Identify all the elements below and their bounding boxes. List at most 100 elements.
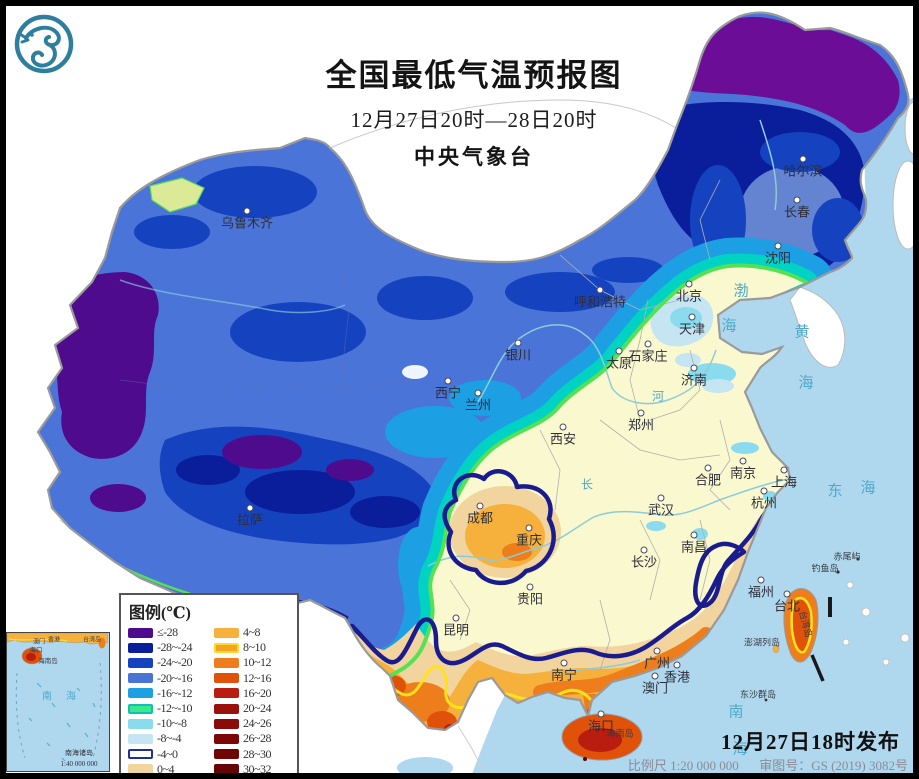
city-label: 澳门 xyxy=(641,680,669,696)
legend-label: 26~28 xyxy=(243,731,272,746)
city-marker xyxy=(760,487,768,495)
city-marker xyxy=(640,546,648,554)
city-marker xyxy=(514,339,522,347)
city-label: 呼和浩特 xyxy=(573,294,627,310)
legend-item: -8~-4 xyxy=(128,731,214,746)
inset-label: 海口 xyxy=(29,647,43,654)
inset-label: 台湾岛 xyxy=(82,637,102,644)
legend-item: 0~4 xyxy=(128,762,214,777)
city-label: 海口 xyxy=(587,718,615,734)
city-label: 太原 xyxy=(605,355,633,371)
legend-label: 20~24 xyxy=(243,701,272,716)
legend-swatch xyxy=(128,749,153,760)
city-label: 银川 xyxy=(504,347,532,363)
city-label: 成都 xyxy=(466,510,494,526)
legend-label: 28~30 xyxy=(243,746,272,761)
city-label: 长春 xyxy=(783,204,811,220)
legend-label: -12~-10 xyxy=(157,701,192,716)
scale-label: 比例尺 1:20 000 000 xyxy=(627,758,739,773)
legend-item: -28~-24 xyxy=(128,640,214,655)
sea-label: 海 xyxy=(732,741,748,758)
legend-swatch xyxy=(128,642,153,653)
legend-swatch xyxy=(128,718,153,729)
city-marker xyxy=(690,364,698,372)
legend-swatch xyxy=(214,657,239,668)
city-label: 天津 xyxy=(678,321,706,337)
legend-swatch xyxy=(214,749,239,760)
map-header: 全国最低气温预报图 12月27日20时—28日20时 中央气象台 xyxy=(278,50,670,171)
legend-item: 26~28 xyxy=(214,731,294,746)
city-label: 杭州 xyxy=(750,495,778,511)
city-label: 北京 xyxy=(675,288,703,304)
city-marker xyxy=(525,524,533,532)
legend-swatch xyxy=(128,703,153,714)
legend-item: 12~16 xyxy=(214,671,294,686)
legend-label: -16~-12 xyxy=(157,685,192,700)
inset-label: 澳门 xyxy=(32,639,46,646)
sea-label: 海 xyxy=(860,480,876,497)
legend-items: ≤-28 -28~-24 -24~-20 -20~-16 -16~-12 -12~-10-… xyxy=(128,625,297,777)
legend-swatch xyxy=(128,688,153,699)
legend-item: -4~0 xyxy=(128,747,214,762)
legend-item: 24~26 xyxy=(214,716,294,731)
city-marker xyxy=(444,377,452,385)
city-label: 哈尔滨 xyxy=(783,163,823,179)
city-marker xyxy=(783,590,791,598)
legend-swatch xyxy=(214,627,239,638)
legend-label: 0~4 xyxy=(157,761,175,776)
legend-label: 4~8 xyxy=(243,625,261,640)
city-label: 西安 xyxy=(549,431,577,447)
city-label: 长沙 xyxy=(630,554,658,570)
legend-label: -10~-8 xyxy=(157,716,187,731)
island-label: 澎湖列岛 xyxy=(743,637,781,648)
city-label: 重庆 xyxy=(515,532,543,548)
legend-title: 图例(℃) xyxy=(129,605,191,622)
city-label: 郑州 xyxy=(627,417,655,433)
city-marker xyxy=(615,347,623,355)
legend-item: 16~20 xyxy=(214,686,294,701)
legend-item: -24~-20 xyxy=(128,655,214,670)
hainan-island xyxy=(561,713,643,761)
city-label: 武汉 xyxy=(647,502,675,518)
china-border xyxy=(36,11,910,732)
legend-item: 28~30 xyxy=(214,747,294,762)
city-marker xyxy=(685,280,693,288)
city-marker xyxy=(704,464,712,472)
legend-swatch xyxy=(128,673,153,684)
legend-label: 8~10 xyxy=(243,640,266,655)
legend-swatch xyxy=(128,627,153,638)
map-number-label: 审图号：GS (2019) 3082号 xyxy=(759,758,908,773)
city-label: 合肥 xyxy=(694,472,722,488)
legend-item: ≤-28 xyxy=(128,625,214,640)
city-label: 西宁 xyxy=(434,385,462,401)
city-label: 昆明 xyxy=(442,622,470,638)
city-marker xyxy=(793,196,801,204)
legend-label: -20~-16 xyxy=(157,670,192,685)
city-label: 南昌 xyxy=(680,539,708,555)
island-label: 钓鱼岛 xyxy=(811,563,839,574)
inset-label: 香港 xyxy=(47,637,61,644)
city-label: 台北 xyxy=(773,598,801,614)
sea-label: 渤 xyxy=(733,283,749,300)
legend-swatch xyxy=(214,718,239,729)
city-label: 香港 xyxy=(663,669,691,685)
city-marker xyxy=(657,494,665,502)
city-marker xyxy=(799,155,807,163)
scale-and-mapno: 比例尺 1:20 000 000 审图号：GS (2019) 3082号 xyxy=(590,755,908,774)
city-marker xyxy=(690,531,698,539)
legend-box: 图例(℃) ≤-28 -28~-24 -24~-20 -20~-16 -16~-12 -1… xyxy=(119,593,299,778)
legend-swatch xyxy=(214,733,239,744)
city-label: 南宁 xyxy=(550,667,578,683)
legend-label: 16~20 xyxy=(243,685,272,700)
city-marker xyxy=(474,389,482,397)
city-marker xyxy=(243,207,251,215)
sea-label: 东 xyxy=(827,483,843,500)
legend-swatch xyxy=(214,642,239,653)
city-marker xyxy=(688,313,696,321)
legend-swatch xyxy=(214,673,239,684)
legend-label: 24~26 xyxy=(243,716,272,731)
legend-label: -4~0 xyxy=(157,746,178,761)
city-marker xyxy=(637,409,645,417)
inset-label: 海南岛 xyxy=(38,658,58,665)
